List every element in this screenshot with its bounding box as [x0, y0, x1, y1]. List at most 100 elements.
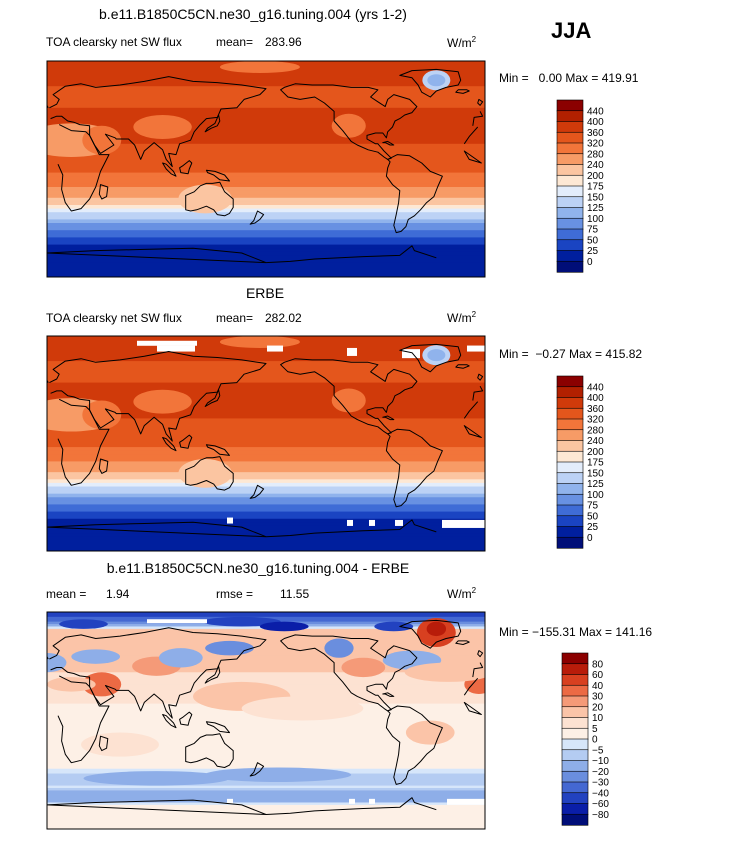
colorbar-swatch: [561, 706, 589, 719]
map-band: [47, 208, 485, 213]
map-band: [47, 75, 485, 80]
map-band: [47, 244, 485, 249]
map-band: [47, 350, 485, 355]
coastline-samerica: [385, 154, 443, 234]
colorbar-swatch: [561, 803, 589, 815]
coastline-iceland: [455, 364, 470, 369]
colorbar-swatch: [556, 260, 584, 273]
colorbar-tick-label: −80: [592, 810, 609, 821]
coastline-borneo: [179, 160, 193, 175]
coastline-antarctica: [47, 797, 437, 815]
map-band: [47, 418, 485, 423]
season-label: JJA: [551, 18, 591, 43]
map-band: [47, 493, 485, 498]
colorbar-swatch: [561, 652, 589, 665]
colorbar-swatch: [556, 418, 584, 431]
panel-obs: ERBE TOA clearsky net SW flux mean= 282.…: [46, 285, 642, 552]
coastline-newguinea: [205, 721, 230, 734]
anomaly-patch: [405, 720, 455, 745]
colorbar-tick-label: 80: [592, 659, 604, 670]
colorbar-swatch: [556, 536, 584, 549]
map-band: [47, 500, 485, 506]
colorbar-tick-label: 320: [587, 415, 604, 426]
map-band: [47, 759, 485, 763]
map-band: [47, 788, 485, 792]
map-band: [47, 533, 485, 538]
map-band: [47, 125, 485, 130]
colorbar-tick-label: 50: [587, 511, 599, 522]
map-band: [47, 790, 485, 794]
map-band: [47, 525, 485, 531]
map-patch: [82, 400, 122, 430]
map-band: [47, 677, 485, 681]
map-band: [47, 111, 485, 116]
colorbar-tick-label: 150: [587, 468, 604, 479]
map-band: [47, 194, 485, 199]
missing-data-cell: [395, 519, 403, 526]
rmse-value-diff: 11.55: [280, 587, 309, 601]
map-band: [47, 450, 485, 455]
map-band: [47, 115, 485, 120]
map-band: [47, 443, 485, 448]
map-band: [47, 197, 485, 202]
map-band: [47, 411, 485, 416]
map-band: [47, 522, 485, 527]
colorbar-swatch: [556, 450, 584, 463]
colorbar-tick-label: −40: [592, 788, 609, 799]
anomaly-patch: [82, 672, 122, 697]
map-band: [47, 346, 485, 351]
colorbar-swatch: [561, 717, 589, 729]
coastline-africa: [57, 124, 482, 212]
units-label-diff: W/m2: [447, 586, 477, 601]
map-band: [47, 230, 485, 235]
panel-title-model: b.e11.B1850C5CN.ne30_g16.tuning.004 (yrs…: [99, 6, 407, 22]
colorbar-tick-label: 5: [592, 724, 598, 735]
coastline-sumatra: [162, 714, 177, 729]
anomaly-patch: [83, 771, 230, 786]
map-band: [47, 508, 485, 513]
colorbar-swatch: [561, 663, 589, 676]
colorbar-swatch: [556, 121, 584, 133]
colorbar-swatch: [556, 515, 584, 528]
colorbar-tick-label: 200: [587, 447, 604, 458]
colorbar-tick-label: 20: [592, 702, 604, 713]
colorbar-swatch: [556, 461, 584, 474]
map-band: [47, 93, 485, 98]
colorbar-tick-label: 125: [587, 203, 604, 214]
colorbar-swatch: [556, 493, 584, 506]
map-band: [47, 749, 485, 753]
map-frame-model: [46, 60, 486, 278]
map-band: [47, 628, 485, 632]
map-band: [47, 756, 485, 760]
colorbar-swatch: [561, 770, 589, 783]
map-band: [47, 763, 485, 767]
colorbar-swatch: [556, 504, 584, 517]
anomaly-patch: [71, 649, 120, 664]
map-band: [47, 490, 485, 495]
colorbar-tick-label: −60: [592, 799, 609, 810]
map-band: [47, 795, 485, 799]
missing-data-cell: [442, 519, 485, 528]
map-band: [47, 720, 485, 724]
coastline-newguinea: [205, 444, 230, 456]
coastline-madagascar: [98, 735, 109, 752]
map-band: [47, 679, 485, 683]
map-band: [47, 147, 485, 152]
map-band: [47, 461, 485, 466]
coastline-namerica: [280, 358, 418, 435]
map-band: [47, 396, 485, 402]
map-band: [47, 259, 485, 264]
colorbar-tick-label: 400: [587, 393, 604, 404]
map-band: [47, 414, 485, 420]
colorbar-swatch: [556, 110, 584, 123]
stats-obs: Min = −0.27 Max = 415.82: [499, 347, 642, 361]
map-band: [47, 816, 485, 820]
coastline-borneo: [179, 434, 193, 449]
colorbar-tick-label: −5: [592, 745, 604, 756]
map-band: [47, 665, 485, 669]
greenland-core: [427, 349, 446, 362]
missing-data-cell: [147, 619, 207, 624]
colorbar-swatch: [561, 695, 589, 708]
mean-label-model: mean=: [216, 35, 253, 49]
